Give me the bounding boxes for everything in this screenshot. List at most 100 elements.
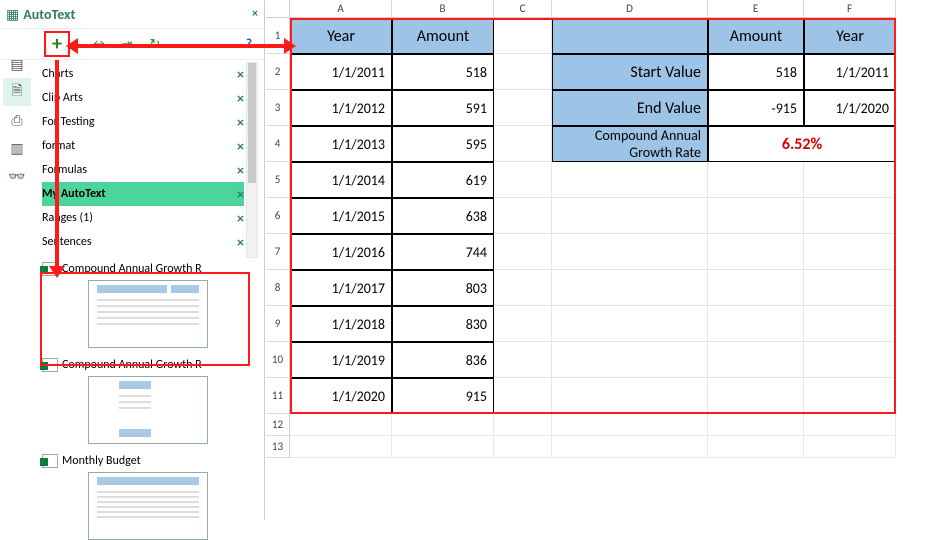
cell[interactable]	[552, 270, 708, 306]
nav-icon[interactable]: ▤	[3, 50, 31, 78]
cell[interactable]: 1/1/2013	[290, 126, 392, 162]
cell[interactable]	[804, 162, 896, 198]
cell[interactable]	[494, 90, 552, 126]
cell[interactable]	[494, 234, 552, 270]
cell[interactable]	[494, 198, 552, 234]
row-header[interactable]: 12	[266, 414, 290, 436]
find-icon[interactable]: 👓	[3, 162, 31, 190]
cell[interactable]	[494, 126, 552, 162]
cell[interactable]: -915	[708, 90, 804, 126]
autotext-entry[interactable]: Monthly Budget	[42, 454, 254, 540]
header-blank[interactable]	[552, 18, 708, 54]
cell[interactable]	[494, 306, 552, 342]
autotext-entry[interactable]: Compound Annual Growth R	[42, 358, 254, 444]
cell[interactable]	[552, 306, 708, 342]
cell[interactable]	[552, 342, 708, 378]
cell[interactable]	[392, 436, 494, 458]
delete-icon[interactable]: ×	[237, 186, 244, 203]
cell[interactable]	[804, 378, 896, 414]
row-header[interactable]: 2	[266, 54, 290, 90]
cell[interactable]: 836	[392, 342, 494, 378]
col-header-e[interactable]: E	[708, 0, 804, 18]
autotext-entry[interactable]: Compound Annual Growth R	[42, 262, 254, 348]
label-start-value[interactable]: Start Value	[552, 54, 708, 90]
col-header-f[interactable]: F	[804, 0, 896, 18]
cell[interactable]	[494, 270, 552, 306]
row-header[interactable]: 5	[266, 162, 290, 198]
cell[interactable]	[494, 18, 552, 54]
delete-icon[interactable]: ×	[237, 162, 244, 179]
cell[interactable]	[494, 54, 552, 90]
cell[interactable]	[290, 414, 392, 436]
select-all-corner[interactable]	[266, 0, 290, 18]
row-header[interactable]: 11	[266, 378, 290, 414]
cell[interactable]: 830	[392, 306, 494, 342]
cell[interactable]: 619	[392, 162, 494, 198]
expand-icon[interactable]: ⇥	[116, 33, 138, 55]
cell[interactable]	[708, 198, 804, 234]
cell[interactable]	[552, 234, 708, 270]
cell[interactable]: 1/1/2014	[290, 162, 392, 198]
row-header[interactable]: 9	[266, 306, 290, 342]
cell[interactable]	[708, 342, 804, 378]
cell[interactable]	[804, 198, 896, 234]
refresh-icon[interactable]: ↻	[144, 33, 166, 55]
cell[interactable]: 1/1/2019	[290, 342, 392, 378]
row-header[interactable]: 6	[266, 198, 290, 234]
cell[interactable]	[552, 198, 708, 234]
cell[interactable]	[804, 270, 896, 306]
category-scrollbar[interactable]	[246, 62, 258, 258]
header-amount-2[interactable]: Amount	[708, 18, 804, 54]
row-header[interactable]: 8	[266, 270, 290, 306]
col-header-a[interactable]: A	[290, 0, 392, 18]
row-header[interactable]: 4	[266, 126, 290, 162]
cell[interactable]: 1/1/2020	[804, 90, 896, 126]
row-header[interactable]: 3	[266, 90, 290, 126]
add-autotext-button[interactable]: +	[44, 31, 70, 57]
row-header[interactable]: 1	[266, 18, 290, 54]
cell[interactable]	[708, 162, 804, 198]
header-amount[interactable]: Amount	[392, 18, 494, 54]
cell[interactable]: 1/1/2012	[290, 90, 392, 126]
label-cagr[interactable]: Compound Annual Growth Rate	[552, 126, 708, 162]
column-icon[interactable]: ▥	[3, 134, 31, 162]
cell[interactable]	[708, 414, 804, 436]
autotext-tab-icon[interactable]: 🗎	[3, 78, 31, 106]
cell[interactable]	[804, 414, 896, 436]
close-icon[interactable]: ×	[252, 7, 258, 21]
cell[interactable]	[804, 234, 896, 270]
cell[interactable]	[392, 414, 494, 436]
print-icon[interactable]: ⎙	[3, 106, 31, 134]
category-ranges[interactable]: Ranges (1)×	[42, 206, 244, 230]
cell[interactable]	[494, 414, 552, 436]
header-year-2[interactable]: Year	[804, 18, 896, 54]
col-header-b[interactable]: B	[392, 0, 494, 18]
col-header-d[interactable]: D	[552, 0, 708, 18]
cell[interactable]	[290, 436, 392, 458]
label-end-value[interactable]: End Value	[552, 90, 708, 126]
cell[interactable]: 1/1/2015	[290, 198, 392, 234]
category-formulas[interactable]: Formulas×	[42, 158, 244, 182]
move-icon[interactable]: ↔	[88, 33, 110, 55]
category-my-autotext[interactable]: My AutoText×	[42, 182, 244, 206]
delete-icon[interactable]: ×	[237, 138, 244, 155]
cell[interactable]	[494, 342, 552, 378]
cell[interactable]: 518	[392, 54, 494, 90]
cell[interactable]: 1/1/2020	[290, 378, 392, 414]
cell[interactable]	[552, 378, 708, 414]
row-header[interactable]: 10	[266, 342, 290, 378]
cell[interactable]: 1/1/2011	[290, 54, 392, 90]
cell[interactable]	[708, 234, 804, 270]
delete-icon[interactable]: ×	[237, 66, 244, 83]
category-charts[interactable]: Charts×	[42, 62, 244, 86]
header-year[interactable]: Year	[290, 18, 392, 54]
cell[interactable]	[552, 162, 708, 198]
category-format[interactable]: format×	[42, 134, 244, 158]
cell[interactable]: 1/1/2017	[290, 270, 392, 306]
cell[interactable]	[708, 306, 804, 342]
cell[interactable]: 915	[392, 378, 494, 414]
row-header[interactable]: 13	[266, 436, 290, 458]
cell[interactable]	[494, 378, 552, 414]
cell[interactable]	[708, 270, 804, 306]
delete-icon[interactable]: ×	[237, 90, 244, 107]
